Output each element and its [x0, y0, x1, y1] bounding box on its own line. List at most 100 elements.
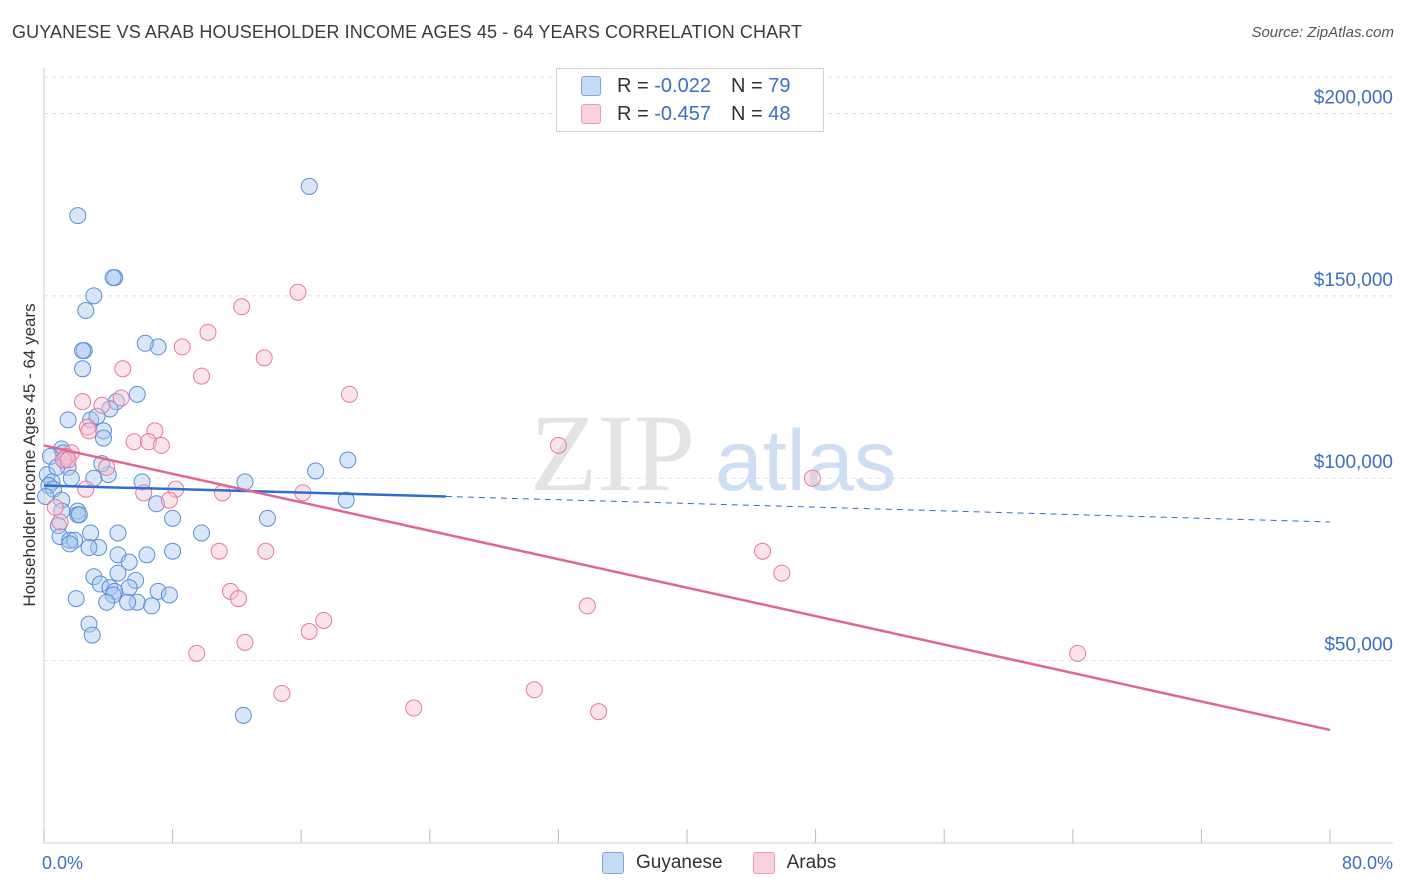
guyanese-point [94, 422, 112, 440]
arab-point [754, 542, 772, 560]
guyanese-point [164, 542, 182, 560]
guyanese-point [300, 177, 318, 195]
y-tick-label: $100,000 [1314, 452, 1393, 473]
guyanese-point [337, 491, 355, 509]
arab-point [273, 684, 291, 702]
arab-points [46, 283, 1087, 721]
y-tick-labels: $50,000 $100,000 $150,000 $200,000 [1314, 87, 1393, 655]
arab-point [315, 611, 333, 629]
guyanese-point [85, 287, 103, 305]
arab-trend-line [43, 444, 1331, 732]
x-axis-max-label: 80.0% [1342, 853, 1393, 873]
legend-label-guyanese: Guyanese [636, 852, 723, 873]
guyanese-point [120, 553, 138, 571]
guyanese-point [136, 334, 154, 352]
guyanese-point [148, 495, 166, 513]
trend-lines [43, 444, 1331, 732]
guyanese-point [138, 546, 156, 564]
guyanese-point [94, 429, 112, 447]
guyanese-point [82, 524, 100, 542]
guyanese-point [77, 301, 95, 319]
guyanese-point [193, 524, 211, 542]
guyanese-point [128, 593, 146, 611]
arab-point [549, 436, 567, 454]
legend-label-arabs: Arabs [786, 852, 837, 873]
y-tick-label: $200,000 [1314, 87, 1393, 108]
guyanese-point [67, 590, 85, 608]
arab-point [803, 469, 821, 487]
guyanese-point [90, 539, 108, 557]
arab-point [139, 433, 157, 451]
arab-point [578, 597, 596, 615]
guyanese-point [109, 524, 127, 542]
arab-point [773, 564, 791, 582]
guyanese-point [74, 360, 92, 378]
legend-r-value: -0.022 [654, 74, 711, 97]
arab-point [74, 393, 92, 411]
legend-n-value: 48 [768, 102, 791, 125]
guyanese-point [61, 535, 79, 553]
guyanese-point [101, 400, 119, 418]
arab-point [193, 367, 211, 385]
guyanese-point [160, 586, 178, 604]
source-label: Source: ZipAtlas.com [1251, 24, 1394, 41]
arab-point [54, 451, 72, 469]
arab-point [230, 590, 248, 608]
legend-row-arabs: R = -0.457 N = 48 [581, 101, 790, 127]
guyanese-trend-extension [445, 495, 1331, 523]
arab-point [173, 338, 191, 356]
arab-point [125, 433, 143, 451]
arab-point [1069, 644, 1087, 662]
arab-point [46, 498, 64, 516]
legend-r-value: -0.457 [654, 102, 711, 125]
guyanese-point [85, 568, 103, 586]
legend-item-arabs: Arabs [752, 852, 837, 874]
guyanese-point [109, 564, 127, 582]
guyanese-point [128, 385, 146, 403]
y-tick-label: $150,000 [1314, 270, 1393, 291]
watermark-atlas: atlas [715, 413, 897, 509]
legend-swatch-arabs [581, 104, 601, 124]
guyanese-point [37, 487, 55, 505]
guyanese-point [119, 593, 137, 611]
guyanese-point [133, 473, 151, 491]
arab-point [77, 480, 95, 498]
guyanese-point [164, 509, 182, 527]
legend-item-guyanese: Guyanese [602, 852, 723, 874]
arab-point [405, 699, 423, 717]
guyanese-point [98, 593, 116, 611]
arab-point [160, 491, 178, 509]
legend-r-label: R = [617, 102, 649, 125]
guyanese-point [61, 531, 79, 549]
guyanese-point [51, 528, 69, 546]
arab-point [51, 513, 69, 531]
guyanese-point [70, 506, 88, 524]
arab-point [233, 298, 251, 316]
legend-n-label: N = [730, 74, 763, 97]
watermark: ZIP atlas [530, 392, 897, 514]
arab-point [289, 283, 307, 301]
series-legend: Guyanese Arabs [602, 852, 866, 874]
guyanese-point [258, 509, 276, 527]
guyanese-point [69, 207, 87, 225]
guyanese-point [88, 407, 106, 425]
guyanese-point [149, 582, 167, 600]
x-axis-min-label: 0.0% [42, 853, 83, 873]
arab-point [114, 360, 132, 378]
guyanese-point [59, 411, 77, 429]
guyanese-points [37, 177, 357, 724]
axes [43, 68, 1393, 844]
y-tick-label: $50,000 [1324, 635, 1393, 656]
arab-point [93, 396, 111, 414]
arab-point [112, 389, 130, 407]
guyanese-point [91, 575, 109, 593]
guyanese-point [127, 571, 145, 589]
gridlines [44, 76, 1393, 662]
guyanese-point [104, 269, 122, 287]
guyanese-point [62, 469, 80, 487]
arab-point [257, 542, 275, 560]
guyanese-point [307, 462, 325, 480]
guyanese-point [104, 586, 122, 604]
arab-point [300, 622, 318, 640]
